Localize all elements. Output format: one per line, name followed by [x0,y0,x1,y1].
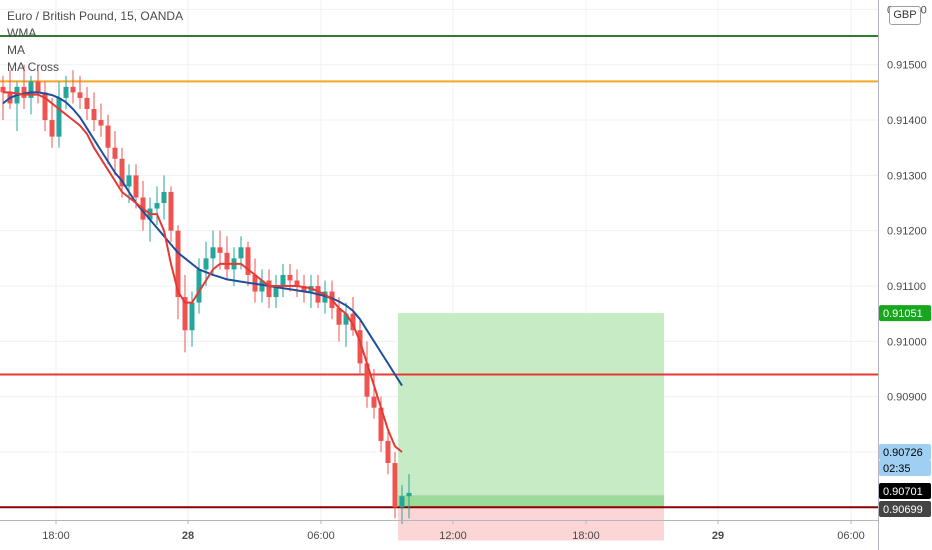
time-tick-label: 06:00 [837,530,865,542]
symbol-title[interactable]: Euro / British Pound, 15, OANDA [7,9,184,23]
candle-body [294,280,300,286]
candle-body [238,247,244,259]
candle-body [203,258,209,270]
candle-body [259,280,265,292]
candle-body [42,92,48,121]
candle-body [175,230,181,298]
candle-body [224,252,230,270]
candle-body [154,203,160,209]
candle-body [182,297,188,331]
price-tick-label: 0.90900 [887,392,927,404]
moving-averages [2,91,403,453]
time-tick-label: 06:00 [307,530,335,542]
candle-body [336,308,342,325]
price-tick-label: 0.91200 [887,226,927,238]
price-tags: 0.91051 0.90726 02:35 0.90701 0.90699 [879,305,931,517]
stop-price-tag: 0.90699 [883,504,923,516]
candle-body [119,158,125,187]
candle-body [168,191,174,231]
time-tick-label: 18:00 [572,530,600,542]
candle-body [343,313,349,325]
candle-body [126,175,132,187]
price-tick-label: 0.91500 [887,60,927,72]
indicator-wma-label[interactable]: WMA [7,26,37,40]
candle-body [161,191,167,204]
candle-body [287,274,293,281]
price-tick-label: 0.91300 [887,170,927,182]
candle-body [357,330,363,364]
candle-body [189,302,195,331]
entry-price-tag: 0.90701 [883,486,923,498]
countdown-tag-bg [879,460,931,476]
candle-body [196,269,202,303]
candle-body [28,81,34,98]
candle-body [0,86,6,93]
time-tick-label: 28 [182,530,194,542]
candle-body [378,407,384,441]
take-profit-tag-bg [879,305,931,322]
time-tick-label: 29 [712,530,724,542]
candle-body [77,92,83,98]
last-price-tag-bg [879,444,931,460]
candle-body [63,86,69,98]
stop-price-tag-bg [879,501,931,517]
candle-body [35,81,41,93]
profit-zone[interactable] [398,313,664,508]
candle-body [385,440,391,464]
candlestick-series [0,64,412,524]
slow-ma-line [2,91,403,387]
candle-body [217,247,223,253]
entry-band [398,495,664,508]
time-tick-label: 18:00 [42,530,70,542]
candle-body [280,274,286,286]
candle-body [105,125,111,148]
candle-body [49,120,55,137]
candle-body [371,396,377,408]
currency-badge[interactable]: GBP [889,6,921,25]
candle-body [350,313,356,331]
candle-body [210,247,216,259]
candle-body [91,108,97,121]
candle-body [364,363,370,397]
candle-body [112,147,118,159]
entry-price-tag-bg [879,483,931,499]
candle-body [392,463,398,508]
horizontal-levels[interactable] [0,34,878,509]
take-profit-tag: 0.91051 [883,308,923,320]
candle-body [98,120,104,126]
candle-body [56,97,62,137]
candle-body [266,280,272,298]
long-position-tool[interactable] [398,313,664,541]
countdown-tag: 02:35 [883,463,911,475]
indicator-ma-cross-label[interactable]: MA Cross [7,60,60,74]
price-tick-label: 0.91000 [887,336,927,348]
loss-zone[interactable] [398,507,664,541]
candle-body [406,492,412,497]
candle-body [399,496,405,508]
candle-body [273,286,279,298]
candle-body [322,291,328,303]
chart-legend: Euro / British Pound, 15, OANDA WMA MA M… [7,8,183,76]
candle-body [245,247,251,275]
time-tick-label: 12:00 [439,530,467,542]
price-tick-label: 0.91100 [887,281,926,293]
candle-body [70,86,76,93]
candle-body [21,86,27,98]
candle-body [133,175,139,198]
candle-body [301,286,307,292]
candle-body [84,97,90,109]
indicator-ma-label[interactable]: MA [7,43,25,57]
price-tick-label: 0.91400 [887,115,927,127]
fast-ma-line [3,91,403,453]
last-price-tag: 0.90726 [883,447,923,459]
